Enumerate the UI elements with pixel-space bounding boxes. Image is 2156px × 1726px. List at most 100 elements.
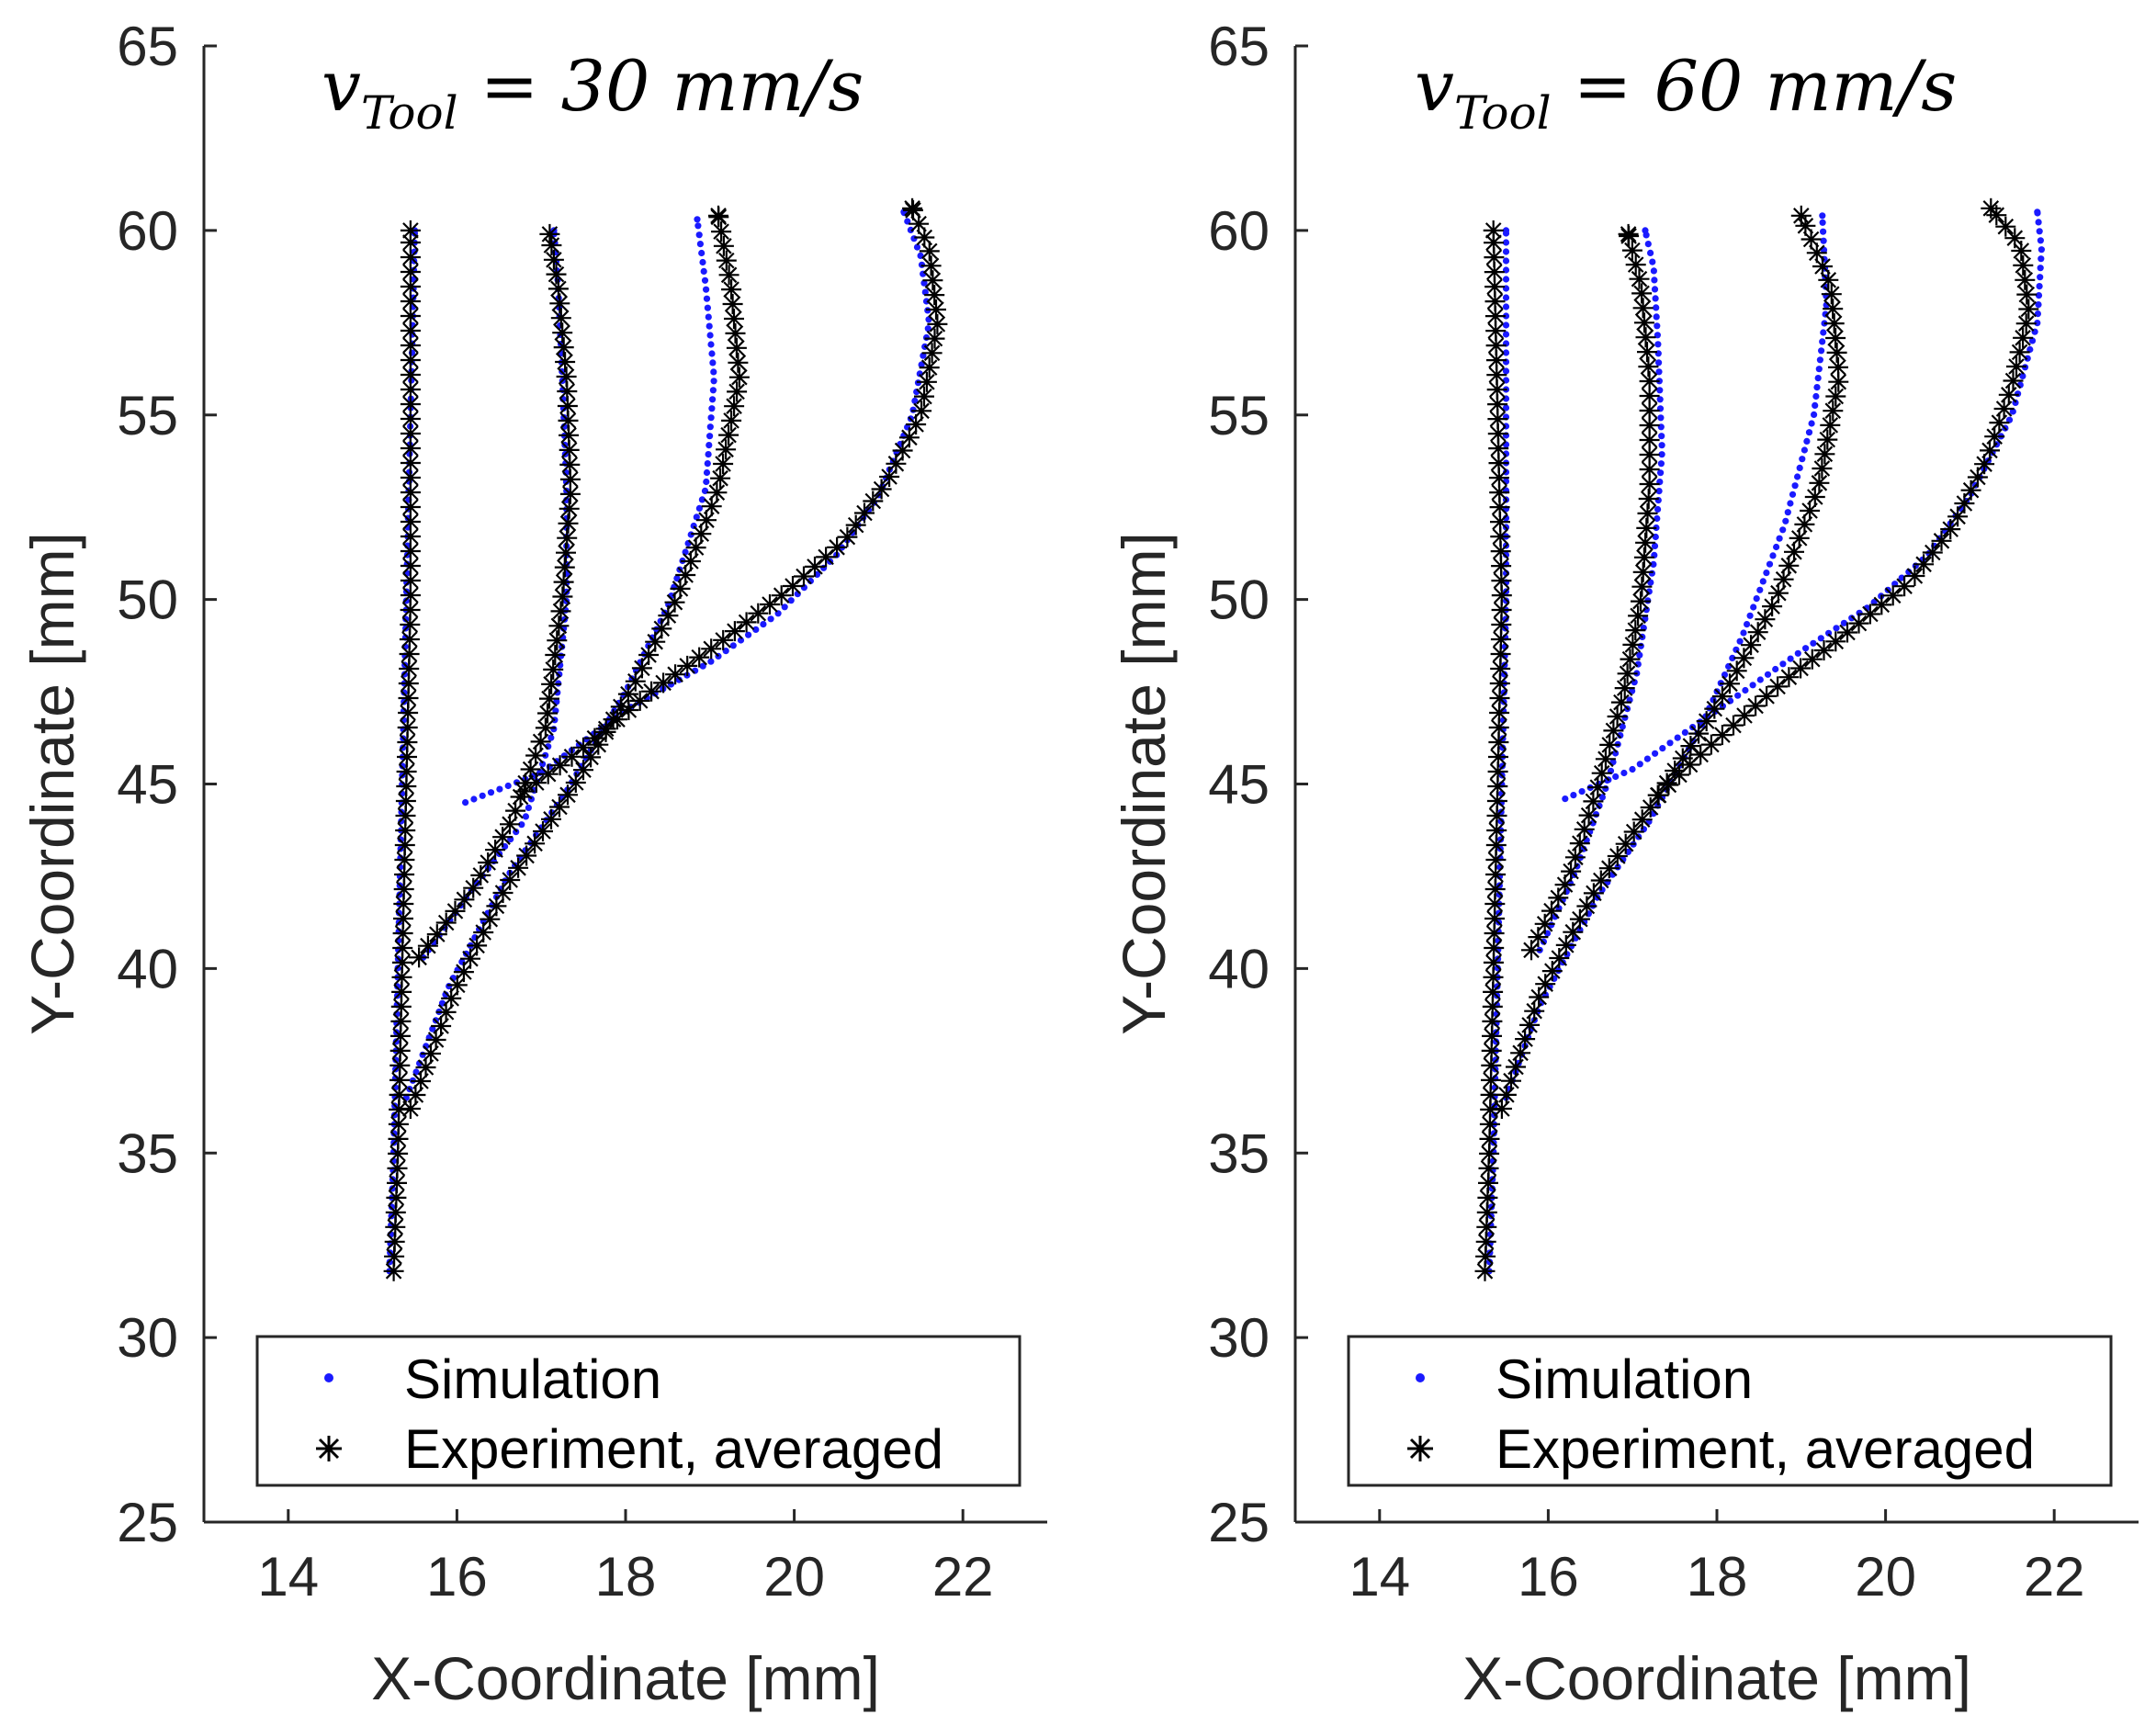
experiment-point xyxy=(411,1071,431,1091)
experiment-point xyxy=(1679,754,1700,775)
simulation-point xyxy=(698,496,706,503)
simulation-point xyxy=(699,258,706,266)
simulation-point xyxy=(1502,312,1510,320)
experiment-point xyxy=(545,645,566,665)
simulation-point xyxy=(1656,396,1664,403)
experiment-point xyxy=(854,502,875,524)
experiment-point xyxy=(916,371,937,392)
simulation-point xyxy=(2035,301,2042,309)
experiment-point xyxy=(805,556,825,577)
simulation-point xyxy=(1666,739,1674,747)
experiment-point xyxy=(911,400,932,422)
experiment-point xyxy=(1636,517,1657,538)
simulation-point xyxy=(708,350,716,357)
simulation-point xyxy=(2019,372,2026,379)
experiment-point xyxy=(478,852,499,873)
simulation-point xyxy=(707,414,715,422)
experiment-point xyxy=(400,350,421,370)
simulation-point xyxy=(1650,267,1657,275)
simulation-point xyxy=(921,288,929,296)
experiment-point xyxy=(1632,561,1654,582)
experiment-point xyxy=(559,498,580,519)
experiment-point xyxy=(463,877,484,898)
simulation-point xyxy=(429,1025,436,1032)
simulation-point xyxy=(1803,437,1811,445)
legend-experiment-marker xyxy=(316,1436,342,1461)
title-subscript: Tool xyxy=(361,86,458,140)
experiment-point xyxy=(2016,284,2037,305)
simulation-point xyxy=(2034,209,2041,216)
experiment-point xyxy=(1625,620,1646,641)
experiment-point xyxy=(561,746,582,767)
experiment-point xyxy=(2003,370,2024,391)
x-tick-label: 22 xyxy=(932,1546,994,1608)
simulation-point xyxy=(1596,802,1603,809)
y-tick-label: 40 xyxy=(1208,938,1270,999)
simulation-point xyxy=(1654,341,1662,348)
title-subscript: Tool xyxy=(1454,86,1552,140)
simulation-point xyxy=(1501,671,1508,678)
simulation-point xyxy=(700,267,707,275)
simulation-point xyxy=(707,658,715,665)
experiment-point xyxy=(1947,506,1969,527)
simulation-point xyxy=(1820,237,1827,244)
experiment-point xyxy=(505,800,526,821)
experiment-point xyxy=(553,571,574,592)
experiment-point xyxy=(1528,927,1549,948)
experiment-point xyxy=(470,864,491,886)
simulation-point xyxy=(1740,629,1747,637)
simulation-point xyxy=(752,626,760,634)
experiment-point xyxy=(400,232,421,253)
simulation-point xyxy=(2037,246,2045,254)
simulation-point xyxy=(1648,570,1655,577)
experiment-point xyxy=(902,197,923,219)
simulation-point xyxy=(701,276,709,284)
simulation-point xyxy=(1649,258,1656,265)
simulation-point xyxy=(1652,295,1659,302)
experiment-point xyxy=(558,513,579,534)
experiment-point xyxy=(1823,400,1844,422)
experiment-point xyxy=(1590,870,1611,891)
experiment-point xyxy=(400,600,421,620)
experiment-point xyxy=(1519,1014,1541,1035)
experiment-point xyxy=(415,1057,436,1077)
simulation-point xyxy=(708,405,716,412)
experiment-point xyxy=(1485,864,1507,885)
simulation-point xyxy=(1654,332,1661,339)
legend: Simulation Experiment, averaged xyxy=(255,1335,1022,1487)
experiment-point xyxy=(400,321,421,341)
experiment-point xyxy=(1993,399,2015,419)
experiment-point xyxy=(689,647,710,668)
simulation-point xyxy=(2005,416,2014,423)
simulation-point xyxy=(1562,795,1569,803)
experiment-point xyxy=(1825,328,1846,348)
simulation-point xyxy=(2037,265,2044,272)
experiment-point xyxy=(400,438,421,458)
experiment-point xyxy=(1882,585,1903,606)
simulation-point xyxy=(1647,249,1654,256)
simulation-point xyxy=(1779,660,1787,668)
experiment-point xyxy=(701,496,722,517)
experiment-point xyxy=(898,427,920,448)
simulation-point xyxy=(399,762,406,770)
simulation-point xyxy=(710,378,717,385)
experiment-point xyxy=(727,381,748,402)
experiment-point xyxy=(713,454,734,474)
experiment-point xyxy=(1981,197,2002,219)
simulation-point xyxy=(709,359,717,367)
experiment-point xyxy=(696,510,717,531)
experiment-point xyxy=(1639,445,1660,465)
y-tick-label: 50 xyxy=(117,570,178,631)
experiment-point xyxy=(1484,894,1506,914)
experiment-point xyxy=(391,966,412,987)
experiment-point xyxy=(1789,527,1810,548)
simulation-point xyxy=(1502,227,1510,234)
simulation-point xyxy=(1655,368,1663,376)
experiment-point xyxy=(629,690,650,711)
simulation-point xyxy=(710,368,717,376)
legend-simulation-label: Simulation xyxy=(1496,1348,1753,1410)
simulation-point xyxy=(1643,755,1651,762)
experiment-point xyxy=(921,343,943,364)
experiment-point xyxy=(1640,797,1661,818)
experiment-point xyxy=(1711,686,1733,707)
